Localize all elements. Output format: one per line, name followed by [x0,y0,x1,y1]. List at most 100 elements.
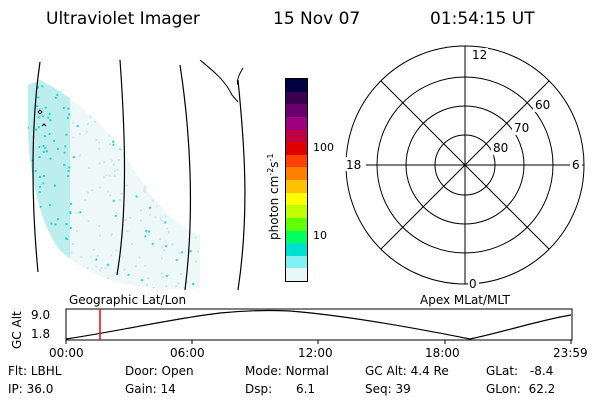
emission-pixel [49,157,52,160]
emission-pixel [147,139,150,142]
emission-pixel [161,102,164,105]
colorbar-segment [286,154,307,168]
emission-pixel [108,174,111,177]
emission-pixel [203,159,205,161]
emission-pixel [103,176,106,179]
emission-pixel [84,198,87,201]
emission-pixel [164,240,167,243]
status-filter: Flt: LBHL [8,364,62,378]
emission-pixel [144,185,147,188]
emission-pixel [167,140,170,143]
colorbar-segment [286,268,307,281]
emission-pixel [43,184,46,187]
emission-pixel [147,277,150,280]
geo-line-3 [179,64,192,290]
emission-pixel [100,267,103,269]
emission-pixel [85,130,88,133]
emission-pixel [135,195,138,198]
emission-pixel [202,99,204,101]
emission-pixel [150,87,153,90]
emission-pixel [46,120,49,122]
emission-pixel [195,260,197,263]
emission-pixel [175,117,178,120]
emission-pixel [111,84,114,86]
emission-pixel [40,265,43,268]
emission-pixel [117,124,120,127]
emission-pixel [118,198,121,201]
emission-pixel [113,92,116,95]
colorbar-tick-10: 10 [313,229,327,242]
emission-pixel [159,192,162,195]
emission-pixel [197,145,200,148]
image-time: 01:54:15 UT [430,9,535,29]
emission-pixel [87,220,90,223]
emission-pixel [192,102,194,105]
emission-pixel [50,230,53,233]
emission-pixel [145,231,148,234]
emission-pixel [79,133,82,135]
emission-pixel [206,260,208,262]
emission-pixel [116,98,119,101]
emission-pixel [67,175,70,178]
emission-pixel [63,200,66,203]
mlt-18-label: 18 [346,158,361,172]
emission-pixel [146,157,149,159]
emission-pixel [174,162,177,165]
emission-pixel [57,231,60,234]
color-scale-bar [285,78,308,282]
emission-pixel [108,280,111,282]
emission-pixel [191,122,194,125]
emission-pixel [67,169,70,172]
status-mode: Mode: Normal [245,364,329,378]
emission-pixel [31,267,34,269]
emission-pixel [42,125,45,128]
emission-pixel [152,287,155,290]
emission-pixel [38,146,41,149]
emission-pixel [112,199,115,202]
emission-pixel [134,265,137,268]
emission-pixel [170,156,173,159]
emission-pixel [28,194,30,197]
emission-pixel [204,138,206,140]
emission-pixel [83,87,86,90]
emission-pixel [142,128,145,131]
emission-pixel [151,199,154,202]
emission-pixel [44,270,47,273]
emission-pixel [169,153,172,156]
emission-pixel [154,216,157,219]
emission-pixel [99,269,102,272]
emission-pixel [106,285,109,288]
emission-pixel [73,156,76,159]
emission-pixel [69,227,72,229]
emission-pixel [75,212,78,215]
colorbar-segment [286,205,307,218]
emission-pixel [66,233,69,236]
time-tick-4: 23:59 [553,346,588,360]
emission-pixel [165,275,168,278]
emission-pixel [162,96,165,98]
emission-pixel [147,117,150,120]
emission-pixel [107,276,109,279]
emission-pixel [79,95,81,98]
emission-pixel [207,85,209,87]
emission-pixel [197,250,199,253]
emission-pixel [63,163,66,166]
emission-pixel [130,96,133,99]
emission-pixel [38,191,41,194]
emission-pixel [120,192,123,195]
emission-pixel [201,250,203,252]
emission-pixel [127,127,130,130]
emission-pixel [177,282,180,285]
emission-pixel [86,287,89,290]
emission-pixel [123,268,126,271]
emission-pixel [131,242,134,245]
emission-pixel [129,216,132,219]
emission-pixel [39,185,42,188]
emission-pixel [29,89,31,92]
gc-alt-min: 1.8 [31,327,51,341]
emission-pixel [173,122,175,125]
emission-pixel [178,251,181,254]
mlt-6-label: 6 [572,158,580,172]
emission-pixel [28,216,31,219]
emission-pixel [41,85,44,88]
